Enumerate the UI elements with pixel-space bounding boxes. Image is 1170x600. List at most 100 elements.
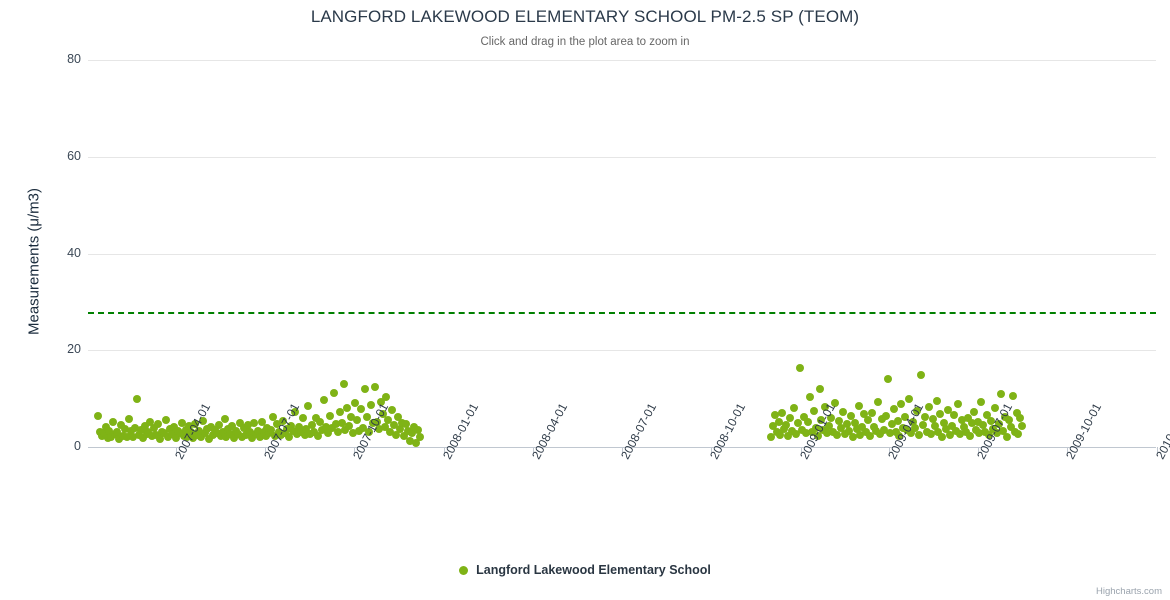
data-point[interactable] — [879, 426, 888, 435]
data-point[interactable] — [107, 433, 116, 442]
data-point[interactable] — [815, 384, 824, 393]
data-point[interactable] — [331, 419, 340, 428]
data-point[interactable] — [372, 417, 381, 426]
data-point[interactable] — [308, 420, 317, 429]
data-point[interactable] — [357, 405, 366, 414]
data-point[interactable] — [989, 425, 998, 434]
data-point[interactable] — [860, 409, 869, 418]
data-point[interactable] — [911, 424, 920, 433]
data-point[interactable] — [162, 416, 171, 425]
data-point[interactable] — [897, 400, 906, 409]
data-point[interactable] — [944, 405, 953, 414]
data-point[interactable] — [883, 375, 892, 384]
data-point[interactable] — [411, 439, 420, 447]
data-point[interactable] — [817, 416, 826, 425]
data-point[interactable] — [177, 418, 186, 427]
data-point[interactable] — [187, 428, 196, 437]
data-point[interactable] — [1014, 430, 1023, 439]
data-point[interactable] — [378, 410, 387, 419]
data-point[interactable] — [316, 418, 325, 427]
data-point[interactable] — [801, 428, 810, 437]
data-point[interactable] — [835, 417, 843, 426]
data-point[interactable] — [310, 427, 319, 436]
data-point[interactable] — [975, 429, 984, 438]
data-point[interactable] — [113, 428, 122, 436]
data-point[interactable] — [269, 413, 278, 422]
data-point[interactable] — [881, 411, 890, 420]
data-point[interactable] — [959, 423, 968, 432]
data-point[interactable] — [965, 432, 974, 441]
data-point[interactable] — [121, 425, 130, 434]
data-point[interactable] — [996, 389, 1005, 398]
data-point[interactable] — [1006, 422, 1015, 431]
data-point[interactable] — [154, 420, 163, 429]
data-point[interactable] — [321, 422, 330, 431]
data-point[interactable] — [407, 429, 416, 438]
data-point[interactable] — [792, 429, 801, 438]
data-point[interactable] — [333, 428, 342, 436]
data-point[interactable] — [856, 430, 865, 439]
data-point[interactable] — [138, 434, 147, 443]
data-point[interactable] — [337, 418, 346, 427]
data-point[interactable] — [766, 432, 775, 441]
data-point[interactable] — [987, 417, 996, 426]
data-point[interactable] — [335, 407, 344, 416]
data-point[interactable] — [954, 399, 962, 408]
data-point[interactable] — [132, 395, 141, 404]
data-point[interactable] — [117, 420, 126, 429]
data-point[interactable] — [782, 420, 791, 429]
data-point[interactable] — [838, 408, 847, 417]
data-point[interactable] — [850, 418, 859, 427]
data-point[interactable] — [770, 411, 779, 420]
data-point[interactable] — [934, 428, 943, 437]
data-point[interactable] — [320, 395, 329, 404]
data-point[interactable] — [887, 420, 896, 429]
data-point[interactable] — [1018, 421, 1027, 430]
data-point[interactable] — [388, 406, 397, 415]
data-point[interactable] — [864, 415, 873, 424]
data-point[interactable] — [343, 403, 352, 412]
data-point[interactable] — [955, 429, 964, 438]
data-point[interactable] — [353, 415, 362, 424]
data-point[interactable] — [786, 414, 795, 423]
data-point[interactable] — [128, 433, 137, 442]
data-point[interactable] — [413, 426, 422, 435]
data-point[interactable] — [123, 432, 131, 441]
data-point[interactable] — [325, 411, 334, 420]
data-point[interactable] — [267, 425, 276, 434]
data-point[interactable] — [390, 421, 399, 430]
data-point[interactable] — [273, 420, 282, 429]
data-point[interactable] — [226, 429, 235, 438]
data-point[interactable] — [318, 426, 327, 435]
data-point[interactable] — [341, 425, 350, 434]
data-point[interactable] — [415, 433, 424, 442]
data-point[interactable] — [146, 418, 155, 427]
data-point[interactable] — [152, 430, 161, 439]
data-point[interactable] — [877, 414, 886, 423]
data-point[interactable] — [836, 424, 845, 433]
data-point[interactable] — [195, 427, 204, 436]
data-point[interactable] — [950, 411, 959, 420]
data-point[interactable] — [776, 430, 785, 439]
data-point[interactable] — [799, 413, 808, 421]
data-point[interactable] — [384, 416, 393, 425]
data-point[interactable] — [282, 425, 291, 434]
data-point[interactable] — [99, 429, 108, 438]
data-point[interactable] — [885, 428, 894, 437]
data-point[interactable] — [848, 433, 857, 442]
data-point[interactable] — [292, 430, 301, 439]
data-point[interactable] — [380, 423, 389, 432]
data-point[interactable] — [813, 431, 822, 440]
data-point[interactable] — [222, 433, 231, 442]
data-point[interactable] — [236, 418, 245, 427]
data-point[interactable] — [339, 380, 348, 389]
data-point[interactable] — [901, 413, 910, 422]
data-point[interactable] — [199, 417, 208, 426]
data-point[interactable] — [846, 412, 855, 421]
data-point[interactable] — [386, 428, 395, 437]
data-point[interactable] — [181, 425, 190, 434]
data-point[interactable] — [140, 421, 149, 430]
data-point[interactable] — [257, 417, 266, 426]
data-point[interactable] — [932, 396, 941, 405]
data-point[interactable] — [866, 432, 875, 441]
